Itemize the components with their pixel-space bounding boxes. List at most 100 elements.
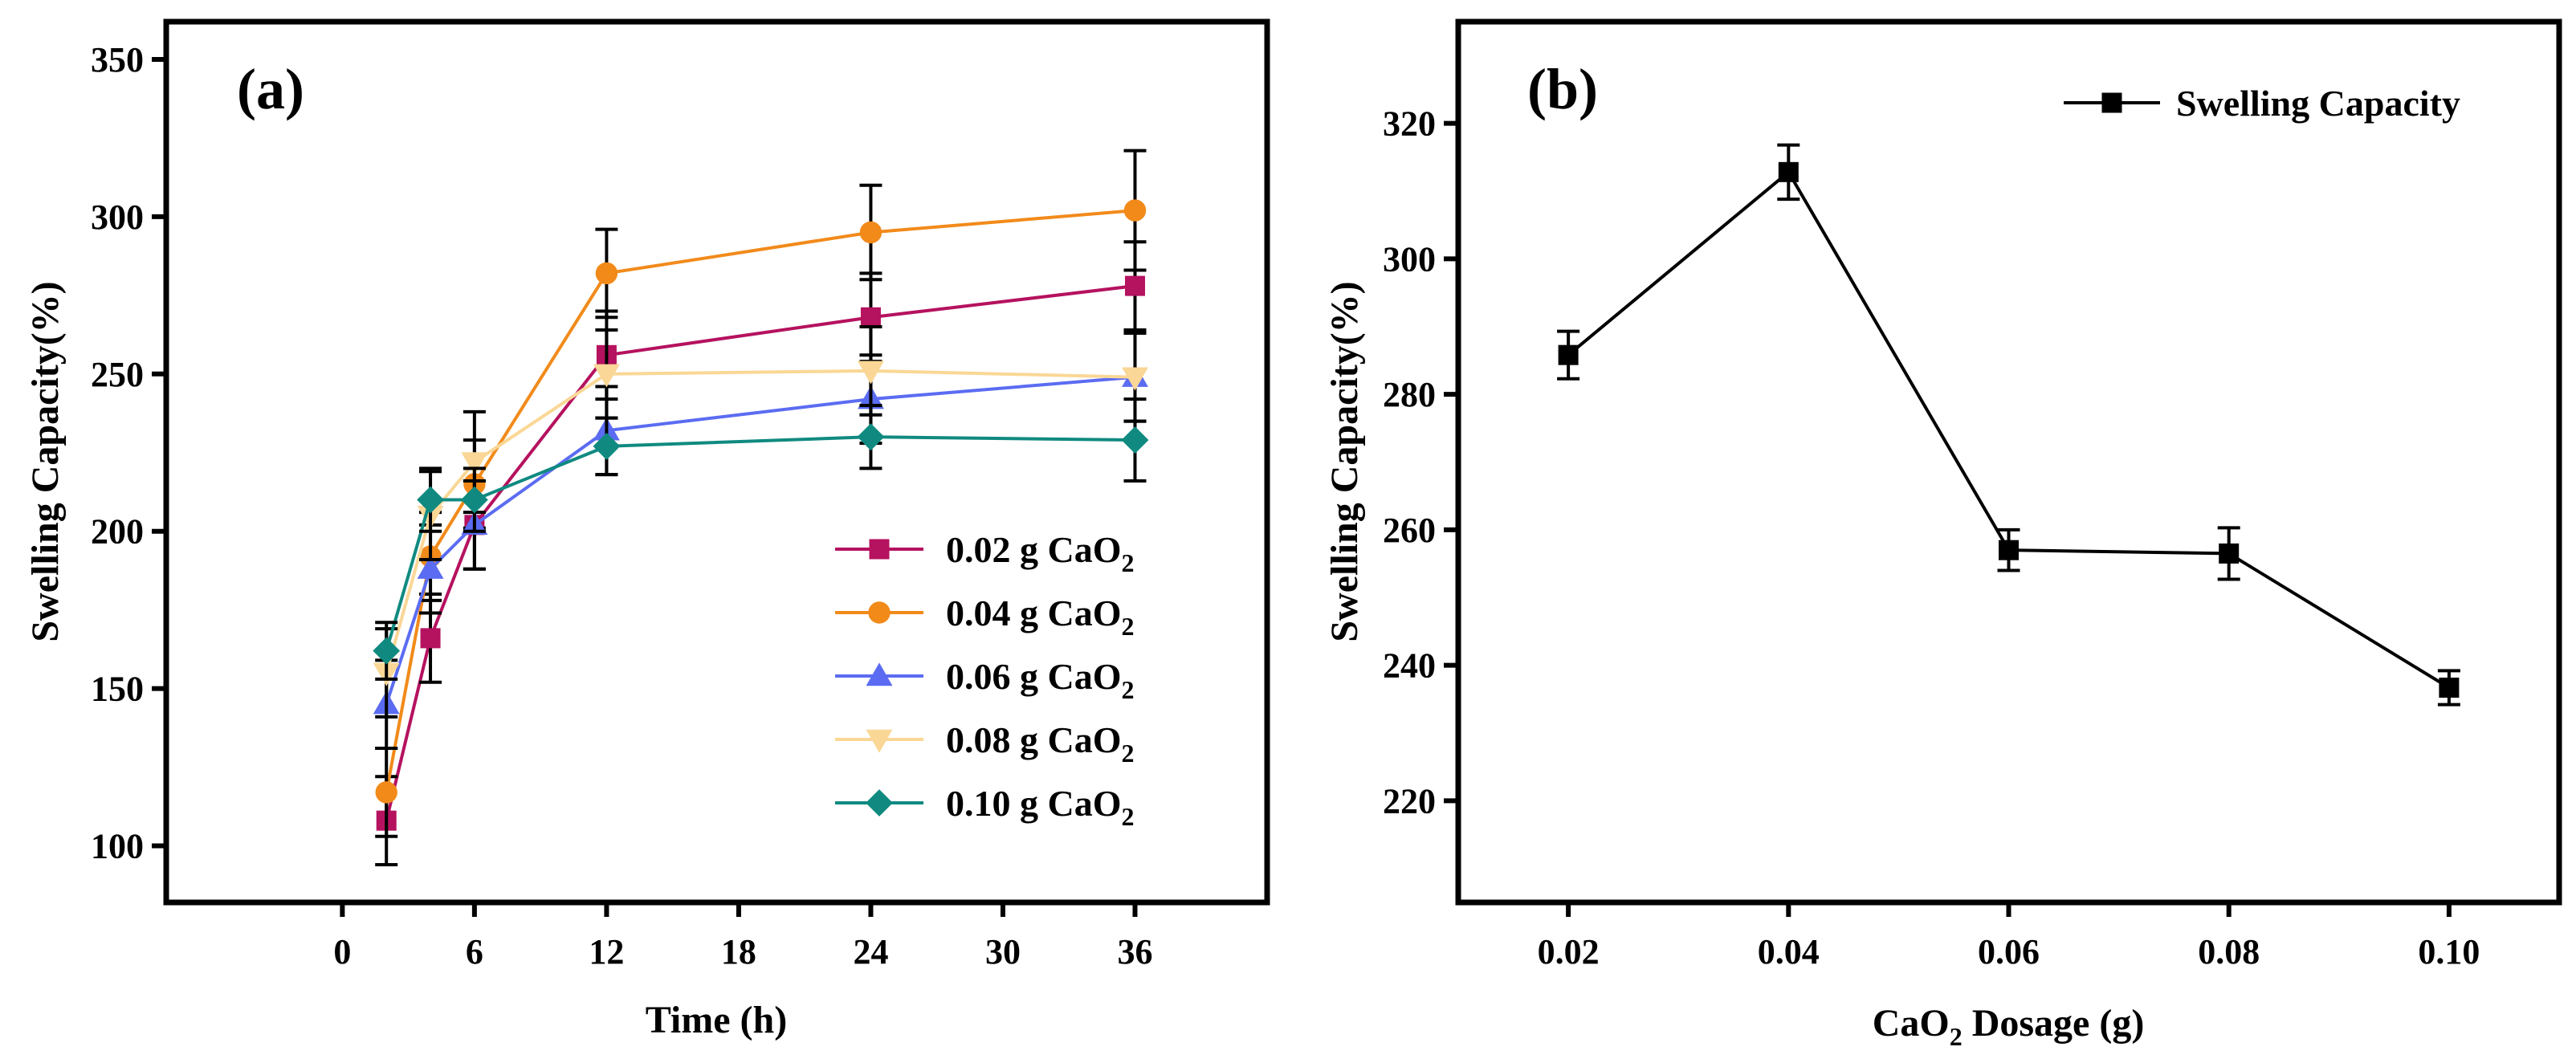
- a-data-point: [593, 364, 620, 388]
- b-x-tick-label: 0.04: [1758, 932, 1820, 971]
- a-x-tick-label: 36: [1117, 932, 1152, 971]
- a-y-tick-label: 150: [91, 670, 144, 709]
- a-data-point: [595, 262, 618, 285]
- a-legend-label: 0.10 g CaO2: [946, 783, 1135, 831]
- a-legend-item: 0.02 g CaO2: [835, 529, 1135, 577]
- b-x-tick-label: 0.02: [1538, 932, 1600, 971]
- a-series-line: [385, 375, 1135, 705]
- a-legend-label: 0.06 g CaO2: [946, 656, 1135, 704]
- a-legend-label-main: 0.10 g CaO: [946, 783, 1122, 824]
- b-data-point: [2439, 678, 2460, 698]
- b-y-tick-label: 220: [1383, 781, 1436, 821]
- a-data-point: [593, 433, 621, 460]
- a-data-point: [860, 307, 881, 328]
- a-data-point: [417, 486, 444, 514]
- a-series-line: [385, 435, 1135, 652]
- a-x-tick-label: 0: [333, 932, 351, 971]
- a-series-2: [373, 331, 1148, 751]
- panel-b-series: [1557, 143, 2460, 707]
- a-data-point: [373, 637, 401, 665]
- a-data-point: [420, 628, 441, 649]
- a-legend-marker: [866, 729, 893, 753]
- a-data-point: [857, 360, 884, 385]
- a-series-line: [385, 369, 1135, 674]
- b-data-point: [2219, 543, 2240, 564]
- a-data-point: [1121, 426, 1149, 454]
- a-legend-label-subscript: 2: [1122, 739, 1135, 768]
- b-data-point: [1558, 344, 1579, 365]
- a-legend-label: 0.02 g CaO2: [946, 529, 1135, 577]
- a-x-tick-label: 24: [853, 932, 888, 971]
- a-legend-label-subscript: 2: [1122, 612, 1135, 641]
- b-y-tick-label: 300: [1383, 239, 1436, 279]
- a-data-point: [460, 486, 488, 514]
- a-legend-item: 0.04 g CaO2: [835, 593, 1135, 641]
- a-y-tick-label: 100: [91, 826, 144, 865]
- b-series-0: [1557, 143, 2460, 707]
- panel-a-x-axis-label: Time (h): [646, 999, 787, 1041]
- panel-a-ticks: 0 6 12 18 24 30 36 100 150 200 250 300 350: [91, 40, 1152, 971]
- b-x-tick-label: 0.06: [1978, 932, 2040, 971]
- b-legend-label: Swelling Capacity: [2176, 83, 2460, 124]
- b-series-line: [1567, 169, 2450, 690]
- a-legend-label-main: 0.04 g CaO: [946, 593, 1122, 633]
- b-legend-item: Swelling Capacity: [2064, 83, 2460, 124]
- a-legend-item: 0.06 g CaO2: [835, 656, 1135, 704]
- b-data-point: [1778, 161, 1799, 182]
- a-legend-label-main: 0.08 g CaO: [946, 719, 1122, 760]
- b-y-tick-label: 280: [1383, 375, 1436, 414]
- b-x-tick-label: 0.10: [2418, 932, 2480, 971]
- a-series-line: [385, 284, 1135, 821]
- panel-b-ticks: 0.02 0.04 0.06 0.08 0.10 220 240 260 280 300 320: [1383, 104, 2480, 971]
- a-legend-label-subscript: 2: [1122, 675, 1135, 704]
- a-legend-item: 0.08 g CaO2: [835, 719, 1135, 768]
- a-legend-marker: [869, 539, 890, 560]
- b-y-tick-label: 240: [1383, 646, 1436, 686]
- a-legend-item: 0.10 g CaO2: [835, 783, 1135, 831]
- panel-b-label: (b): [1527, 57, 1598, 121]
- a-legend-label-main: 0.02 g CaO: [946, 529, 1122, 570]
- a-y-tick-label: 350: [91, 40, 144, 79]
- a-data-point: [375, 781, 397, 804]
- panel-b-x-axis-label-prefix: CaO: [1873, 1002, 1950, 1045]
- panel-b-x-axis-label: CaO2 Dosage (g): [1873, 1002, 2145, 1051]
- b-legend-marker: [2101, 92, 2122, 113]
- a-data-point: [417, 556, 444, 579]
- a-series-4: [373, 397, 1149, 681]
- a-legend-label: 0.04 g CaO2: [946, 593, 1135, 641]
- a-x-tick-label: 18: [721, 932, 756, 971]
- a-data-point: [859, 221, 882, 244]
- b-y-tick-label: 320: [1383, 104, 1436, 144]
- a-data-point: [1124, 275, 1145, 296]
- panel-a-series: [373, 149, 1149, 866]
- a-y-tick-label: 250: [91, 355, 144, 394]
- panel-a-y-axis-label: Swelling Capacity(%): [24, 281, 67, 641]
- a-y-tick-label: 200: [91, 512, 144, 552]
- panel-b-legend: Swelling Capacity: [2064, 83, 2460, 124]
- panel-a-swelling-vs-time: 0 6 12 18 24 30 36 100 150 200 250 300 350 (a) Time …: [24, 18, 1270, 1041]
- a-x-tick-label: 30: [985, 932, 1021, 971]
- a-x-tick-label: 6: [466, 932, 483, 971]
- a-data-point: [461, 452, 488, 476]
- b-data-point: [1999, 540, 2019, 560]
- a-legend-marker: [868, 601, 891, 624]
- a-data-point: [1122, 367, 1148, 391]
- a-legend-label-main: 0.06 g CaO: [946, 656, 1122, 697]
- a-y-tick-label: 300: [91, 198, 144, 237]
- a-legend-label: 0.08 g CaO2: [946, 719, 1135, 768]
- a-legend-marker: [866, 789, 893, 817]
- panel-a-label: (a): [237, 57, 304, 121]
- b-y-tick-label: 260: [1383, 511, 1436, 550]
- a-data-point: [857, 423, 885, 451]
- panel-b-x-axis-label-suffix: Dosage (g): [1963, 1002, 2145, 1045]
- a-x-tick-label: 12: [589, 932, 624, 971]
- b-x-tick-label: 0.08: [2198, 932, 2260, 971]
- panel-b-plot-frame: [1455, 18, 2562, 906]
- panel-b-swelling-vs-dosage: 0.02 0.04 0.06 0.08 0.10 220 240 260 280 300 320 (…: [1323, 18, 2562, 1051]
- a-legend-label-subscript: 2: [1122, 548, 1135, 577]
- a-legend-marker: [866, 662, 893, 686]
- a-data-point: [1123, 199, 1147, 222]
- a-legend-label-subscript: 2: [1122, 802, 1135, 831]
